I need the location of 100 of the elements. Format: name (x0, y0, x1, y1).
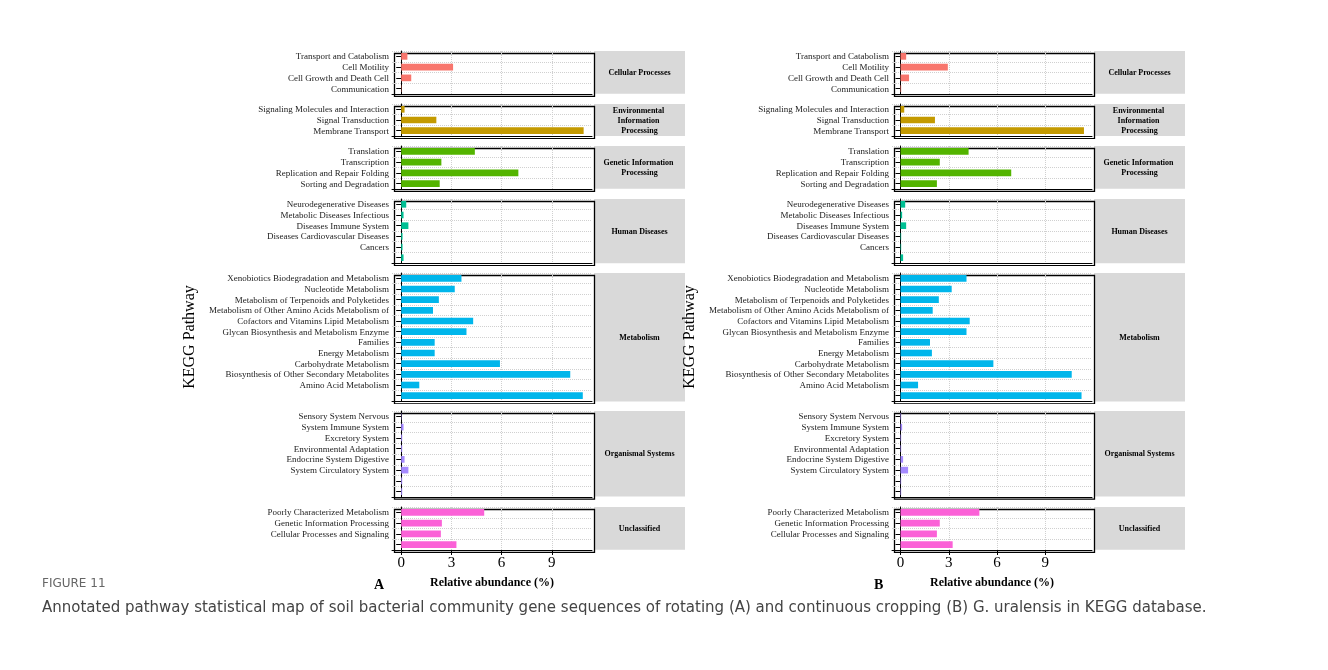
bar (401, 158, 442, 166)
bar (401, 328, 467, 335)
y-tick-label: Sensory System Nervous (798, 411, 890, 422)
bar (401, 317, 474, 325)
y-tick-label: Metabolism of Other Amino Acids Metabolism of (209, 305, 389, 316)
x-tick-label: 3 (945, 553, 953, 570)
bar (401, 147, 475, 155)
y-tick-label: Excretory System (824, 433, 889, 444)
y-tick-label: Poorly Characterized Metabolism (767, 507, 889, 518)
y-tick-label: Poorly Characterized Metabolism (267, 507, 389, 518)
y-tick-label: Diseases Immune System (796, 220, 889, 231)
bar (900, 53, 907, 60)
y-tick-label: Families (858, 337, 890, 348)
y-tick-label: Metabolic Diseases Infectious (780, 209, 890, 220)
x-tick-label: 9 (1041, 553, 1050, 570)
y-tick-label: Cellular Processes and Signaling (270, 528, 390, 539)
y-tick-label: Transport and Catabolism (795, 51, 889, 62)
y-tick-label: Membrane Transport (813, 125, 890, 136)
y-tick-label: System Immune System (801, 422, 889, 433)
y2-axis-title: Environmental Information Processing (1112, 105, 1167, 135)
y-tick-label: Neurodegenerative Diseases (286, 199, 390, 210)
bar (900, 349, 932, 357)
bar (401, 211, 404, 218)
bar (900, 508, 980, 516)
y2-axis-title: Human Diseases (611, 226, 668, 236)
text: Annotated pathway statistical map of soil bacterial community gene sequences of rotating (A) and continuous cropping (B) G. uralensis in KEGG database. (42, 597, 1208, 618)
y-tick-label: Genetic Information Processing (774, 517, 890, 528)
y-tick-label: Metabolic Diseases Infectious (280, 209, 390, 220)
bar (401, 370, 571, 378)
x-tick-label: 6 (993, 553, 1002, 570)
y-tick-label: Diseases Cardiovascular Diseases (267, 231, 390, 242)
y-tick-label: Endocrine System Digestive (286, 454, 389, 465)
bar (900, 370, 1072, 378)
y-axis-title: KEGG Pathway (179, 285, 198, 389)
bar (401, 360, 500, 367)
bar (900, 63, 948, 71)
y-tick-label: Xenobiotics Biodegradation and Metabolism (227, 273, 389, 284)
caption: FIGURE 11 (42, 576, 106, 590)
y2-axis-title: Organismal Systems (1104, 449, 1175, 459)
x-axis-title: Relative abundance (%) (930, 574, 1054, 589)
y-tick-label: Energy Metabolism (817, 347, 889, 358)
y-tick-label: Diseases Cardiovascular Diseases (767, 231, 890, 242)
y-tick-label: Diseases Immune System (296, 220, 389, 231)
y-tick-label: Metabolism of Terpenoids and Polyketides (734, 294, 890, 305)
bar (401, 508, 485, 516)
y-tick-label: Replication and Repair Folding (775, 167, 890, 178)
y-tick-label: Endocrine System Digestive (786, 454, 889, 465)
bar (900, 296, 939, 303)
bar (401, 63, 454, 71)
y-tick-label: Carbohydrate Metabolism (794, 358, 889, 369)
bar (401, 285, 455, 293)
bar (401, 424, 404, 431)
bar (401, 53, 408, 60)
bar (401, 541, 457, 548)
y-axis-title: KEGG Pathway (679, 285, 698, 389)
x-tick-label: 3 (447, 553, 456, 570)
x-axis-title: Relative abundance (%) (430, 574, 554, 589)
x-tick-label: 0 (397, 553, 405, 570)
y-tick-label: Environmental Adaptation (793, 443, 890, 454)
bar (900, 285, 952, 293)
y-tick-label: Cofactors and Vitamins Lipid Metabolism (737, 315, 889, 326)
y2-axis-title: Metabolism (1119, 332, 1161, 342)
y2-axis-title: Organismal Systems (604, 449, 675, 459)
y-tick-label: Signaling Molecules and Interaction (258, 104, 390, 115)
y2-axis-title: Metabolism (619, 332, 661, 342)
y-tick-label: Neurodegenerative Diseases (786, 199, 890, 210)
y2-axis-title: Unclassified (1118, 523, 1161, 533)
bar (401, 381, 420, 389)
y-tick-label: Environmental Adaptation (293, 443, 390, 454)
y-tick-label: Nucleotide Metabolism (804, 283, 889, 294)
bar (401, 274, 462, 282)
y-tick-label: Cell Motility (842, 62, 890, 73)
bar (401, 306, 433, 314)
y-tick-label: Metabolism of Terpenoids and Polyketides (234, 294, 390, 305)
text: B (874, 576, 884, 592)
y-tick-label: Signal Transduction (816, 114, 890, 125)
x-tick-label: 9 (548, 553, 556, 570)
bar (900, 328, 967, 335)
y-tick-label: Metabolism of Other Amino Acids Metabolism of (709, 305, 889, 316)
bar (401, 338, 435, 346)
y-tick-label: Cell Growth and Death Cell (788, 72, 890, 83)
bar (401, 519, 442, 527)
y-tick-label: Transcription (340, 157, 390, 168)
y-tick-label: Nucleotide Metabolism (304, 283, 389, 294)
y-tick-label: Transcription (840, 157, 890, 168)
y-tick-label: Communication (831, 83, 890, 94)
y-tick-label: Glycan Biosynthesis and Metabolism Enzyme (222, 326, 389, 337)
y2-axis-title: Environmental Information Processing (612, 105, 667, 135)
y-tick-label: Xenobiotics Biodegradation and Metabolism (727, 273, 889, 284)
y-tick-label: Cell Motility (342, 62, 390, 73)
y2-axis-title: Genetic Information Processing (1103, 157, 1176, 177)
bar (900, 392, 1082, 399)
bar (401, 254, 404, 261)
y-tick-label: Energy Metabolism (317, 347, 389, 358)
x-tick-label: 6 (497, 553, 506, 570)
y-tick-label: System Immune System (301, 422, 389, 433)
y-tick-label: System Circulatory System (290, 465, 389, 476)
y-tick-label: Transport and Catabolism (295, 51, 389, 62)
y-tick-label: Cell Growth and Death Cell (288, 72, 390, 83)
bar (401, 456, 405, 463)
